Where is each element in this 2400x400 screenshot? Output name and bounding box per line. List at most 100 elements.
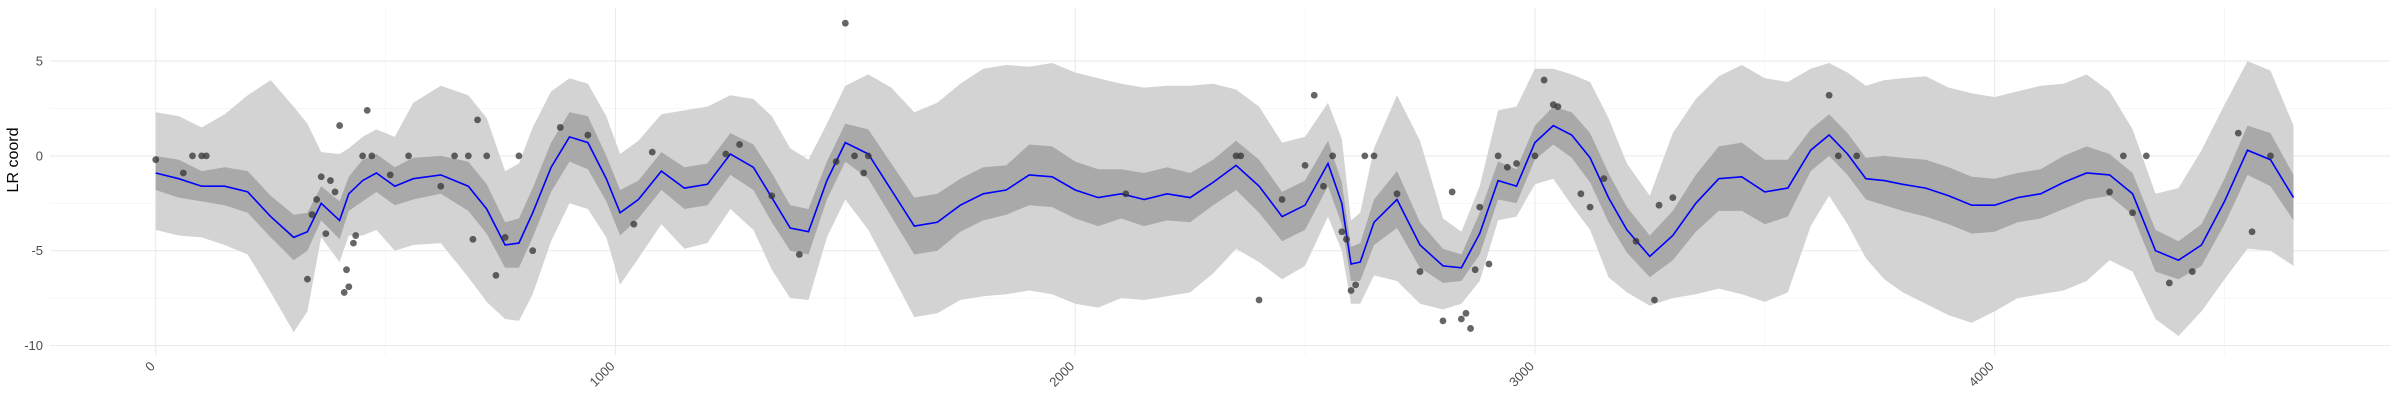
y-tick-label: 5 [36, 54, 43, 69]
data-point [529, 247, 537, 255]
data-point [1343, 235, 1350, 243]
data-point [202, 152, 210, 160]
data-point [363, 106, 371, 114]
data-point [841, 19, 849, 27]
data-point [1651, 296, 1658, 304]
y-tick-label: -10 [24, 338, 43, 353]
fitted-line [155, 124, 2295, 269]
data-point [340, 289, 348, 296]
data-point [1554, 103, 1562, 111]
data-point [1448, 188, 1456, 196]
data-point [1834, 152, 1842, 160]
data-point [2165, 279, 2173, 287]
data-point [1278, 196, 1286, 203]
data-point [1600, 175, 1608, 183]
data-point [1329, 152, 1337, 160]
data-point [152, 156, 160, 164]
data-point [492, 271, 500, 279]
data-point [1347, 287, 1355, 294]
data-point [648, 148, 656, 156]
data-point [630, 220, 638, 228]
data-point [345, 283, 353, 291]
data-point [2267, 152, 2274, 160]
data-point [722, 150, 730, 158]
data-point [1476, 203, 1484, 211]
data-point [1540, 76, 1548, 84]
data-point [2248, 228, 2256, 236]
data-point [304, 275, 311, 283]
data-point [179, 169, 187, 177]
data-point [1310, 91, 1318, 99]
data-point [768, 192, 776, 200]
data-point [795, 251, 803, 258]
data-point [832, 158, 840, 165]
data-point [2142, 152, 2150, 160]
data-point [405, 152, 412, 160]
x-tick-label: 4000 [1966, 359, 1997, 390]
data-point [2234, 129, 2242, 137]
data-point [352, 232, 360, 239]
observation-points [152, 19, 2274, 332]
data-point [451, 152, 458, 160]
data-point [1655, 201, 1663, 209]
data-point [864, 152, 872, 160]
data-point [327, 177, 334, 184]
data-point [2129, 209, 2136, 217]
x-tick-label: 2000 [1046, 359, 1077, 390]
data-point [1467, 325, 1474, 332]
data-point [1853, 152, 1861, 160]
data-point [1370, 152, 1378, 160]
inner-confidence-band [155, 106, 2294, 283]
data-point [736, 141, 743, 148]
data-point [336, 122, 344, 129]
data-point [308, 211, 316, 219]
data-point [1471, 266, 1479, 274]
data-point [501, 234, 509, 241]
y-tick-label: -5 [31, 243, 43, 258]
data-point [1513, 160, 1520, 167]
outer-confidence-band [155, 61, 2294, 336]
data-point [2188, 268, 2196, 275]
data-point [2106, 188, 2113, 196]
data-point [1393, 190, 1401, 198]
data-point [464, 152, 472, 160]
data-point [584, 131, 592, 139]
data-point [1352, 281, 1360, 289]
data-point [1494, 152, 1502, 160]
data-point [1301, 161, 1309, 169]
data-point [1586, 203, 1594, 211]
data-point [469, 235, 477, 243]
data-point [556, 124, 564, 131]
data-point [350, 239, 357, 247]
x-tick-label: 3000 [1506, 359, 1537, 390]
data-point [474, 116, 481, 124]
x-tick-label: 1000 [587, 359, 618, 390]
data-point [343, 266, 350, 274]
data-point [515, 152, 523, 160]
data-point [1255, 296, 1263, 304]
data-point [851, 152, 858, 160]
y-axis-title: LR coord [5, 128, 22, 193]
data-point [1632, 237, 1640, 245]
data-point [1669, 194, 1677, 202]
data-point [1577, 190, 1585, 198]
data-point [1457, 315, 1465, 323]
data-point [437, 182, 445, 190]
data-point [2119, 152, 2127, 160]
data-point [483, 152, 491, 160]
data-point [1122, 190, 1130, 198]
data-point [1439, 317, 1447, 325]
data-point [322, 230, 330, 238]
data-point [1531, 152, 1539, 160]
data-point [1485, 260, 1493, 268]
data-point [1320, 182, 1327, 190]
data-point [860, 169, 868, 177]
data-point [368, 152, 376, 160]
x-tick-label: 0 [142, 359, 158, 375]
data-point [1462, 309, 1470, 317]
data-point [317, 173, 325, 181]
data-point [359, 152, 367, 160]
data-point [331, 188, 339, 196]
data-point [1237, 152, 1245, 160]
